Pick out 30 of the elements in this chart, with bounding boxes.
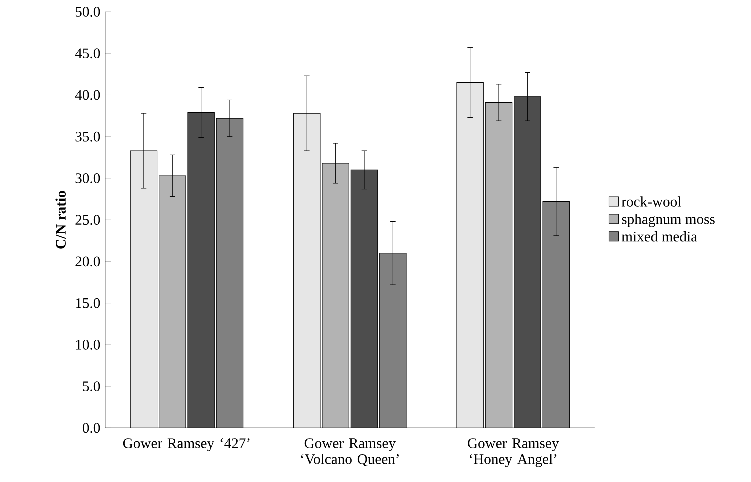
- y-tick-label: 45.0: [75, 48, 100, 59]
- bar: [542, 202, 570, 428]
- y-tick-label: 5.0: [83, 382, 100, 392]
- bar: [216, 118, 244, 428]
- bar: [322, 164, 350, 428]
- bar: [351, 170, 378, 428]
- bar: [130, 151, 158, 428]
- y-tick-label: 0.0: [82, 423, 100, 434]
- bar: [188, 112, 215, 428]
- y-tick-label: 10.0: [76, 340, 100, 350]
- bar: [380, 254, 407, 428]
- y-tick-label: 25.0: [76, 215, 100, 226]
- bar: [294, 114, 320, 428]
- bar: [159, 176, 186, 428]
- x-tick-label: Gower Ramsey ‘427’: [123, 438, 250, 452]
- y-tick-label: 20.0: [76, 256, 100, 267]
- legend-label: rock-wool: [622, 196, 682, 208]
- bar: [485, 102, 513, 428]
- legend-label: sphagnum moss: [622, 214, 715, 228]
- bar: [456, 82, 484, 428]
- y-tick-label: 50.0: [76, 7, 100, 18]
- y-tick-label: 15.0: [76, 298, 100, 309]
- bar: [514, 96, 542, 428]
- y-tick-label: 40.0: [75, 90, 100, 100]
- y-tick-label: 30.0: [76, 174, 100, 184]
- y-axis-title: C/N ratio: [56, 191, 66, 250]
- legend-label: mixed media: [622, 232, 698, 242]
- y-tick-label: 35.0: [76, 132, 100, 142]
- x-tick-label: Gower Ramsey ‘Volcano Queen’: [301, 438, 399, 467]
- x-tick-label: Gower Ramsey ‘Honey Angel’: [468, 438, 560, 468]
